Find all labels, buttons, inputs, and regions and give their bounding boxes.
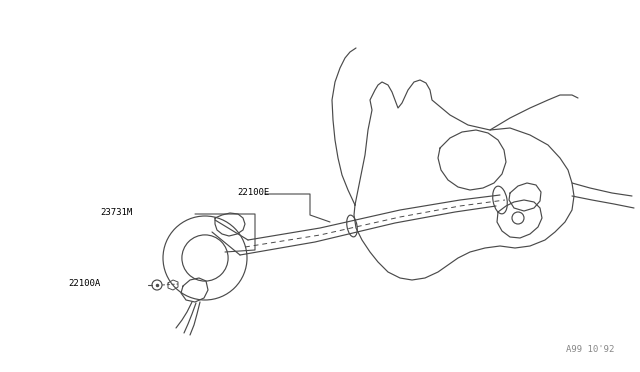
Text: 22100A: 22100A [68, 279, 100, 288]
Text: 23731M: 23731M [100, 208, 132, 217]
Text: A99 10'92: A99 10'92 [566, 346, 614, 355]
Text: 22100E: 22100E [237, 187, 269, 196]
